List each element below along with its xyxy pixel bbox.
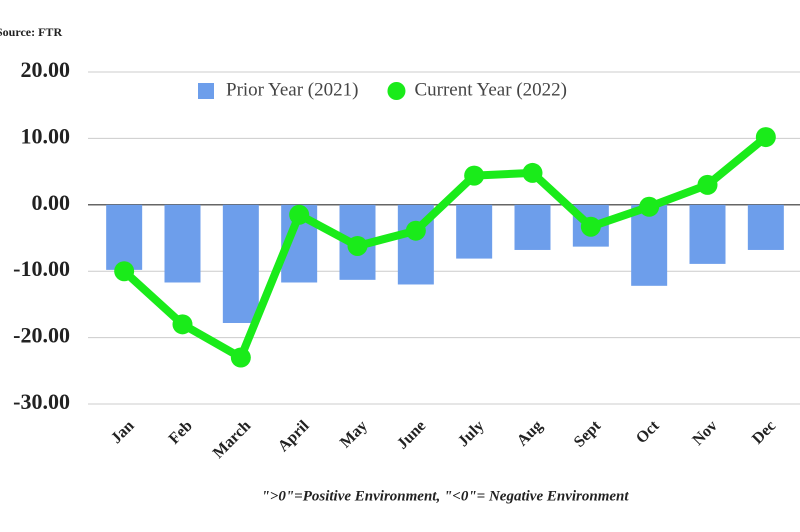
bar [106, 204, 143, 270]
x-tick-label: Feb [166, 417, 196, 447]
y-tick-label: -20.00 [13, 323, 70, 348]
source: Source: FTR [0, 25, 62, 39]
line-marker [639, 196, 660, 217]
bar [631, 204, 668, 286]
line-marker [347, 235, 368, 256]
bar [514, 204, 551, 250]
x-tick-label: Aug [514, 417, 546, 449]
legend-label: Current Year (2022) [414, 79, 567, 100]
y-tick-label: 0.00 [32, 190, 71, 215]
x-tick-label: March [210, 417, 255, 462]
line-marker [697, 174, 718, 195]
line-marker [580, 216, 601, 237]
x-tick-label: May [337, 417, 371, 451]
footnote: ">0"=Positive Environment, "<0"= Negativ… [261, 488, 629, 504]
line-marker [405, 220, 426, 241]
x-tick-label: Oct [633, 417, 663, 447]
y-tick-label: -30.00 [13, 389, 70, 414]
x-tick-label: Dec [749, 417, 779, 447]
line-marker [464, 165, 485, 186]
line-marker [289, 204, 310, 225]
bar [747, 204, 784, 250]
line-marker [230, 347, 251, 368]
bar [689, 204, 726, 264]
x-tick-label: July [455, 417, 488, 450]
bar [222, 204, 259, 323]
line-marker [114, 261, 135, 282]
line-marker [755, 127, 776, 148]
line-marker [522, 162, 543, 183]
bar [164, 204, 201, 283]
line [121, 133, 769, 362]
legend-swatch [387, 82, 406, 100]
x-tick-label: Nov [689, 417, 721, 449]
y-tick-label: 10.00 [21, 123, 71, 148]
x-tick-label: June [394, 417, 429, 452]
legend-swatch [198, 83, 214, 99]
y-tick-label: 20.00 [21, 57, 71, 82]
legend-label: Prior Year (2021) [226, 79, 358, 100]
x-tick-label: Sept [571, 417, 605, 451]
y-tick-label: -10.00 [13, 256, 70, 281]
bar [456, 204, 493, 259]
x-tick-label: April [275, 417, 313, 455]
x-tick-label: Jan [108, 417, 138, 447]
line-marker [172, 314, 193, 335]
